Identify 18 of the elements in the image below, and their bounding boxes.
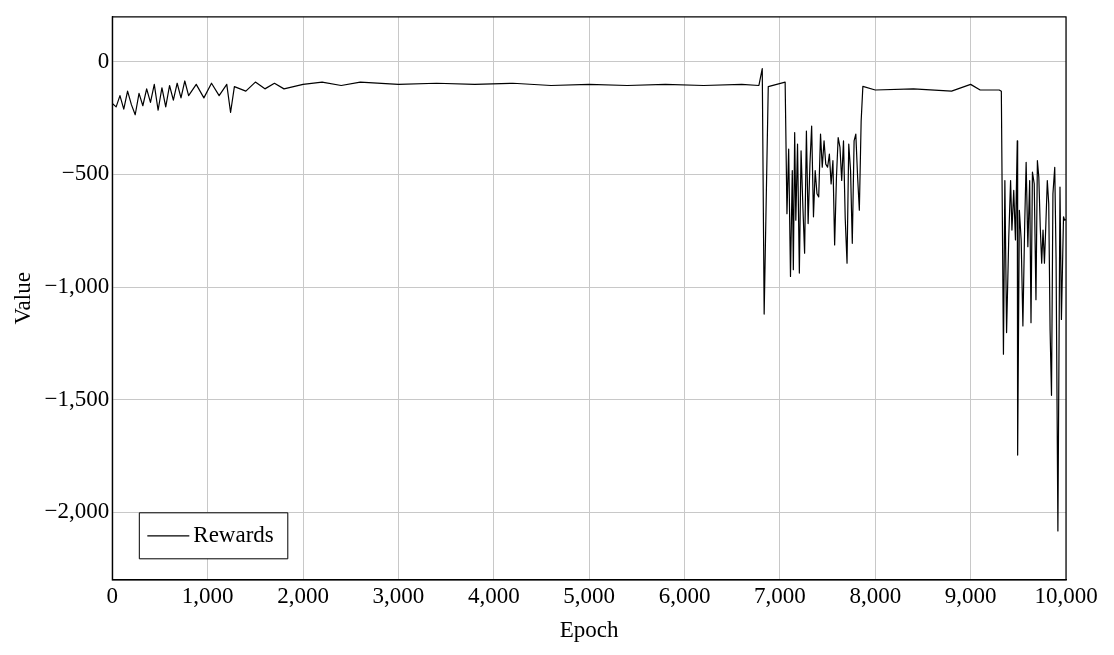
x-tick-label: 5,000 [563, 582, 616, 608]
y-tick-label: −1,500 [44, 385, 110, 411]
y-tick-label: −500 [61, 160, 110, 186]
y-axis-title: Value [9, 272, 35, 325]
y-tick-label: −1,000 [44, 273, 110, 299]
y-tick-label: −2,000 [44, 498, 110, 524]
y-tick-label: 0 [97, 47, 110, 73]
x-tick-label: 1,000 [181, 582, 234, 608]
legend-label: Rewards [193, 521, 274, 547]
x-tick-label: 3,000 [372, 582, 425, 608]
x-tick-label: 4,000 [467, 582, 520, 608]
x-tick-label: 7,000 [754, 582, 806, 608]
x-tick-label: 9,000 [944, 582, 997, 608]
x-tick-label: 10,000 [1034, 582, 1098, 608]
x-tick-label: 2,000 [277, 582, 329, 608]
x-tick-label: 6,000 [658, 582, 711, 608]
x-tick-label: 8,000 [849, 582, 902, 608]
x-axis-title: Epoch [559, 617, 620, 643]
